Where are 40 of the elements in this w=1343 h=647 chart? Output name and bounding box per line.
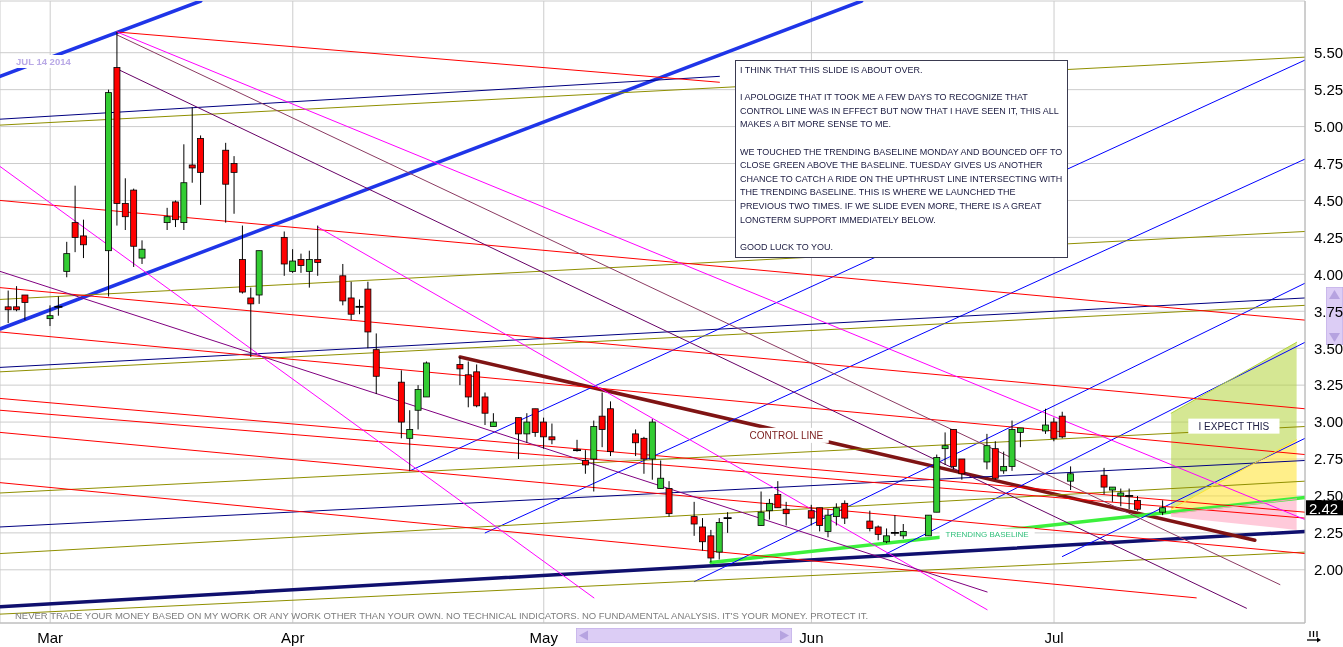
y-tick-label: 5.50 [1314, 44, 1343, 62]
x-tick-label: May [529, 628, 559, 646]
x-tick-label: Mar [37, 628, 64, 646]
annotation: CONTROL LINE [749, 429, 824, 441]
x-tick-label: Apr [281, 628, 305, 646]
y-tick-label: 2.25 [1314, 524, 1343, 542]
y-tick-label: 4.50 [1314, 191, 1343, 209]
text: JUL 14 2014 [13, 55, 74, 68]
y-tick-label: 2.50 [1314, 487, 1343, 505]
y-tick-label: 4.00 [1314, 265, 1343, 283]
y-tick-label: 2.75 [1314, 450, 1343, 468]
y-tick-label: 3.75 [1314, 302, 1343, 320]
y-tick-label: 5.25 [1314, 80, 1343, 98]
x-tick-label: Jul [1044, 628, 1064, 646]
candlestick [581, 449, 589, 475]
candlestick [456, 356, 464, 386]
candlestick [757, 491, 765, 526]
candlestick [21, 294, 29, 321]
text: I THINK THAT THIS SLIDE IS ABOUT OVER. I APOLOGIZE THAT IT TOOK ME A FEW DAYS TO RECOGNIZE THAT CONTROL LINE WAS IN EFFECT BUT NOW THAT I HAVE SEEN IT, THIS ALL MAKES A BIT MORE SENSE TO ME. WE TOUCHED THE TRENDING BASELINE MONDAY AND BOUNCED OFF TO CLOSE GREEN ABOVE THE BASELINE. TUESDAY GIVES US ANOTHER CHANCE TO CATCH A RIDE ON THE UPTHRUST LINE INTERSECTING WITH THE TRENDING BASELINE. THIS IS WHERE WE LAUNCHED THE PREVIOUS TWO TIMES. IF WE SLIDE EVEN MORE, THERE IS A GREAT LONGTERM SUPPORT IMMEDIATELY BELOW. GOOD LUCK TO YOU. [740, 65, 1063, 252]
candlestick [63, 241, 71, 278]
y-tick-label: 5.00 [1314, 117, 1343, 135]
candlestick [572, 439, 582, 453]
y-tick-label: 3.50 [1314, 339, 1343, 357]
annotation: TRENDING BASELINE [945, 529, 1029, 539]
y-tick-label: 2.00 [1314, 561, 1343, 579]
candlestick [406, 409, 414, 472]
candlestick [46, 304, 54, 327]
annotation: NEVER TRADE YOUR MONEY BASED ON MY WORK OR ANY WORK OTHER THAN YOUR OWN. NO TECHNICAL INDICATORS. NO FUNDAMENTAL ANALYSIS. IT'S YOUR MONEY. PROTECT IT. [15, 610, 869, 621]
candlestick [690, 501, 698, 537]
candlestick [782, 501, 790, 526]
y-tick-label: 4.75 [1314, 154, 1343, 172]
series-label: I EXPECT THIS [1198, 420, 1270, 432]
candlestick [1067, 465, 1074, 491]
candlestick [866, 510, 874, 532]
candlestick [924, 514, 932, 537]
candlestick [138, 239, 146, 265]
y-tick-label: 4.25 [1314, 228, 1343, 246]
y-tick-label: 3.25 [1314, 376, 1343, 394]
y-tick-label: 3.00 [1314, 413, 1343, 431]
x-tick-label: Jun [799, 628, 824, 646]
